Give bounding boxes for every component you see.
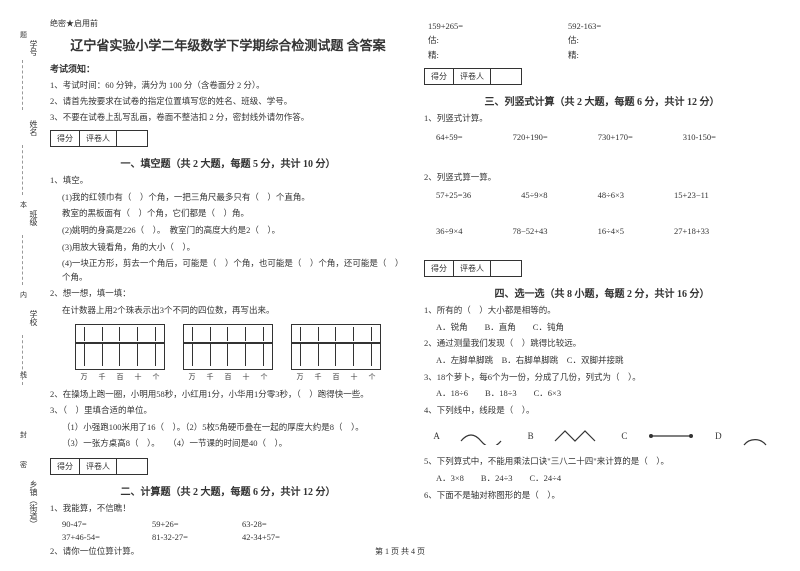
options: A．18÷6 B．18÷3 C．6×3 bbox=[424, 387, 780, 401]
question: 1、填空。 bbox=[50, 174, 406, 188]
calc-row: 37+46-54=81-32-27=42-34+57= bbox=[62, 532, 406, 542]
score-box: 得分评卷人 bbox=[424, 260, 522, 277]
segment-shape-icon bbox=[646, 427, 696, 445]
score-box: 得分评卷人 bbox=[50, 458, 148, 475]
options: A．锐角 B．直角 C．钝角 bbox=[424, 321, 780, 335]
section-title: 一、填空题（共 2 大题，每题 5 分，共计 10 分） bbox=[50, 155, 406, 170]
side-label: 学号 bbox=[28, 40, 39, 56]
right-column: 159+265=592-163= 估:估: 精:精: 得分评卷人 三、列竖式计算… bbox=[424, 18, 780, 561]
question: 3、（ ）里填合适的单位。 bbox=[50, 404, 406, 418]
line-shapes-row: A B C D bbox=[424, 425, 780, 447]
score-box: 得分评卷人 bbox=[424, 68, 522, 85]
rule-item: 2、请首先按要求在试卷的指定位置填写您的姓名、班级、学号。 bbox=[50, 95, 406, 108]
page-footer: 第 1 页 共 4 页 bbox=[0, 546, 800, 557]
question: 1、我能算，不信瞧！ bbox=[50, 502, 406, 516]
question: 2、通过测量我们发现（ ）跳得比较远。 bbox=[424, 337, 780, 351]
calc-row: 90-47=59+26=63-28= bbox=[62, 519, 406, 529]
question: 6、下面不是轴对称图形的是（ ）。 bbox=[424, 489, 780, 503]
question: 5、下列算式中，不能用乘法口诀"三八二十四"来计算的是（ ）。 bbox=[424, 455, 780, 469]
question-sub: 在计数器上用2个珠表示出3个不同的四位数，再写出来。 bbox=[50, 304, 406, 318]
arc-shape-icon bbox=[740, 425, 770, 447]
question: 2、列竖式算一算。 bbox=[424, 171, 780, 185]
question: 2、在操场上跑一圈，小明用58秒，小红用1分，小华用1分零3秒，（ ）跑得快一些… bbox=[50, 388, 406, 402]
question-sub: (4)一块正方形，剪去一个角后，可能是（ ）个角，也可能是（ ）个角，还可能是（… bbox=[50, 257, 406, 284]
curve-shape-icon bbox=[459, 427, 509, 445]
question: 1、列竖式计算。 bbox=[424, 112, 780, 126]
opt-label: B bbox=[528, 431, 534, 441]
seal-mark: 题 bbox=[20, 30, 28, 40]
calc-row: 36÷9×478−52+4316÷4×527+18+33 bbox=[436, 226, 780, 236]
question-sub: (2)姚明的身高是226（ ）。 教室门的高度大约是2（ ）。 bbox=[50, 224, 406, 238]
seal-mark: 密 bbox=[20, 460, 28, 470]
question: 2、想一想，填一填： bbox=[50, 287, 406, 301]
opt-label: C bbox=[621, 431, 627, 441]
question: 1、所有的（ ）大小都是相等的。 bbox=[424, 304, 780, 318]
notice-heading: 考试须知： bbox=[50, 62, 406, 75]
side-label: 学校 bbox=[28, 310, 39, 326]
opt-label: D bbox=[715, 431, 722, 441]
section-title: 三、列竖式计算（共 2 大题，每题 6 分，共计 12 分） bbox=[424, 93, 780, 108]
question-sub: （3）一张方桌高8（ ）。 （4）一节课的时间是40（ ）。 bbox=[50, 437, 406, 451]
abacus: 万千百十个 bbox=[291, 324, 381, 382]
score-col: 评卷人 bbox=[80, 131, 117, 146]
calc-row: 估:估: bbox=[428, 34, 780, 46]
question-sub: (3)用放大镜看角，角的大小（ ）。 bbox=[50, 241, 406, 255]
seal-mark: 内 bbox=[20, 290, 28, 300]
question-sub: （1）小强跑100米用了16（ ）。（2）5枚5角硬币叠在一起的厚度大约是8（ … bbox=[50, 421, 406, 435]
options: A．左脚单脚跳 B．右脚单脚跳 C．双脚并接跳 bbox=[424, 354, 780, 368]
score-col: 得分 bbox=[51, 131, 80, 146]
question-sub: 教室的黑板面有（ ）个角，它们都是（ ）角。 bbox=[50, 207, 406, 221]
abacus: 万千百十个 bbox=[75, 324, 165, 382]
calc-row: 57+25=3645÷9×848÷6×315+23−11 bbox=[436, 190, 780, 200]
side-label: 乡镇（街道） bbox=[28, 480, 39, 528]
question: 3、18个萝卜，每6个为一份，分成了几份，列式为（ ）。 bbox=[424, 371, 780, 385]
seal-mark: 线 bbox=[20, 370, 28, 380]
side-label: 班级 bbox=[28, 210, 39, 226]
options: A．3×8 B．24÷3 C．24÷4 bbox=[424, 472, 780, 486]
abacus: 万千百十个 bbox=[183, 324, 273, 382]
secret-label: 绝密★启用前 bbox=[50, 18, 406, 29]
rule-item: 3、不要在试卷上乱写乱画，卷面不整洁扣 2 分，密封线外请勿作答。 bbox=[50, 111, 406, 124]
zigzag-shape-icon bbox=[553, 427, 603, 445]
left-column: 绝密★启用前 辽宁省实验小学二年级数学下学期综合检测试题 含答案 考试须知： 1… bbox=[50, 18, 406, 561]
section-title: 二、计算题（共 2 大题，每题 6 分，共计 12 分） bbox=[50, 483, 406, 498]
section-title: 四、选一选（共 8 小题，每题 2 分，共计 16 分） bbox=[424, 285, 780, 300]
side-label: 姓名 bbox=[28, 120, 39, 136]
exam-title: 辽宁省实验小学二年级数学下学期综合检测试题 含答案 bbox=[50, 35, 406, 54]
opt-label: A bbox=[433, 431, 440, 441]
rule-item: 1、考试时间：60 分钟，满分为 100 分（含卷面分 2 分）。 bbox=[50, 79, 406, 92]
abacus-row: 万千百十个 万千百十个 万千百十个 bbox=[50, 324, 406, 382]
seal-mark: 封 bbox=[20, 430, 28, 440]
score-box: 得分 评卷人 bbox=[50, 130, 148, 147]
calc-row: 精:精: bbox=[428, 49, 780, 61]
question: 4、下列线中，线段是（ ）。 bbox=[424, 404, 780, 418]
seal-mark: 本 bbox=[20, 200, 28, 210]
question-sub: (1)我的红领巾有（ ）个角，一把三角尺最多只有（ ）个直角。 bbox=[50, 191, 406, 205]
calc-row: 64+59=720+190=730+170=310-150= bbox=[436, 132, 780, 142]
binding-sidebar: 学号 姓名 班级 学校 乡镇（街道） 题 本 内 线 封 密 bbox=[0, 0, 50, 565]
calc-row: 159+265=592-163= bbox=[428, 21, 780, 31]
